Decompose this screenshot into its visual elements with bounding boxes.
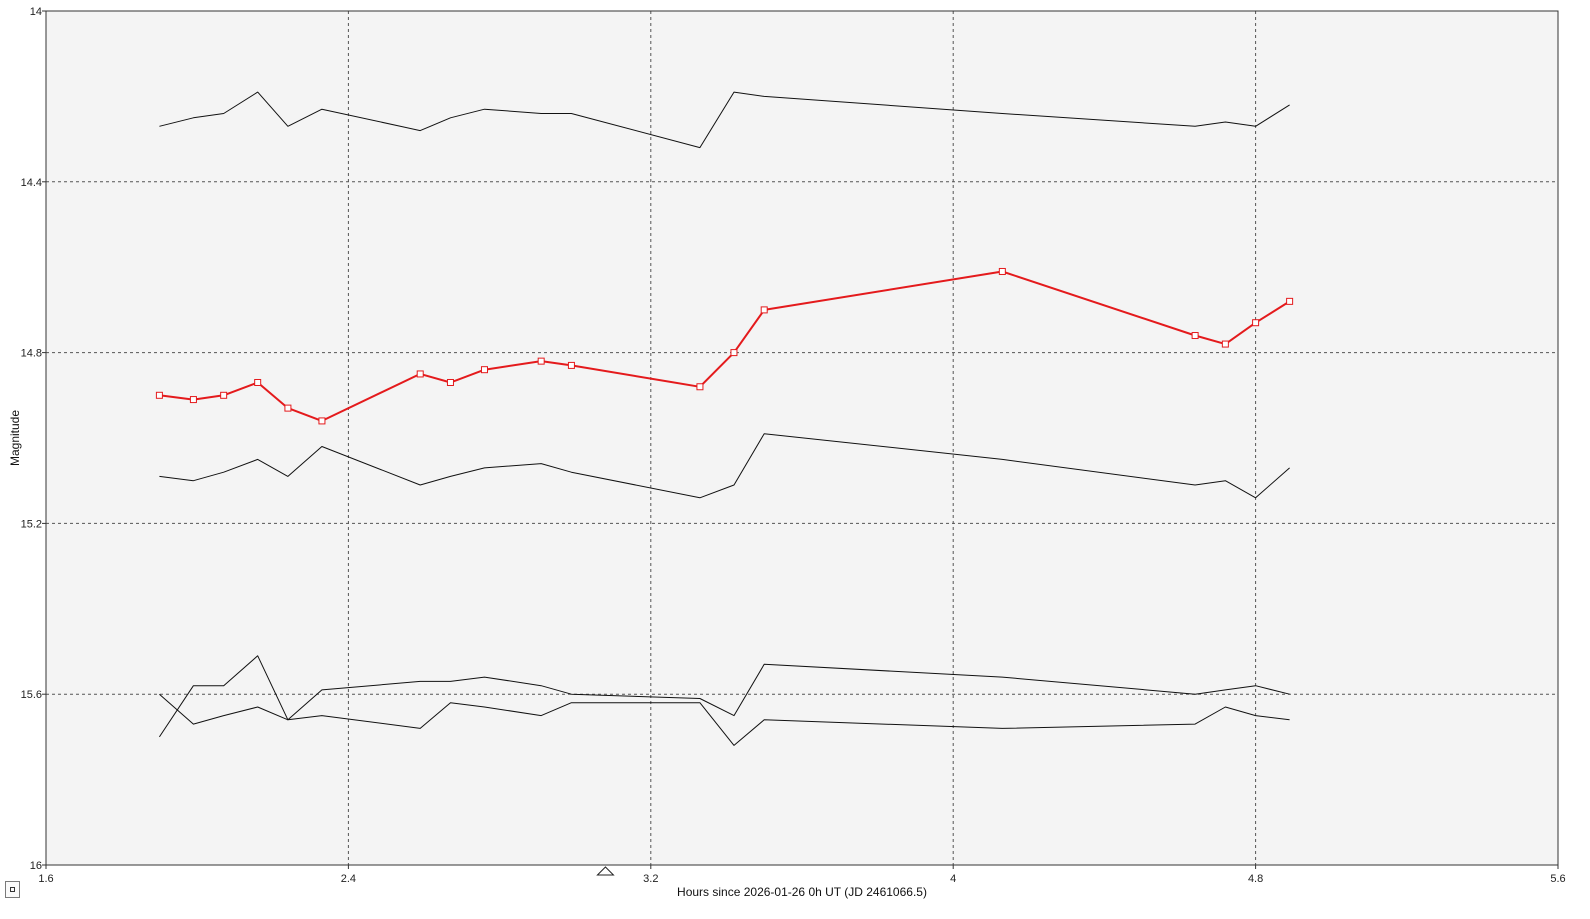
comparison-star-line-1 <box>159 91 1290 149</box>
target-data-point[interactable] <box>730 349 738 357</box>
target-data-point[interactable] <box>1286 297 1294 305</box>
comparison-star-line-4 <box>159 693 1290 746</box>
x-tick-label: 5.6 <box>1550 873 1565 885</box>
target-data-point[interactable] <box>998 267 1006 275</box>
target-data-point[interactable] <box>254 378 262 386</box>
target-data-point[interactable] <box>696 383 704 391</box>
x-tick-label: 2.4 <box>341 873 356 885</box>
square-icon <box>10 887 15 892</box>
plot-frame <box>45 10 1559 866</box>
x-tick-label: 4 <box>950 873 956 885</box>
y-tick-label: 16 <box>30 860 42 872</box>
y-axis-label: Magnitude <box>8 410 22 466</box>
target-data-point[interactable] <box>1252 319 1260 327</box>
tick-labels: 1.6 2.4 3.2 4 4.8 5.6 14 14.4 14.8 15.2 15.6 16 <box>21 6 1566 885</box>
target-data-point[interactable] <box>155 391 163 399</box>
target-data-point[interactable] <box>480 366 488 374</box>
target-data-point[interactable] <box>446 378 454 386</box>
time-marker-triangle-icon[interactable] <box>596 866 615 876</box>
x-tick-label: 1.6 <box>38 873 53 885</box>
grid-lines <box>46 11 1558 865</box>
y-tick-label: 14.4 <box>21 177 42 189</box>
target-data-point[interactable] <box>189 396 197 404</box>
target-data-point[interactable] <box>567 361 575 369</box>
target-data-point[interactable] <box>284 404 292 412</box>
target-data-point[interactable] <box>220 391 228 399</box>
target-data-point[interactable] <box>1221 340 1229 348</box>
y-tick-label: 15.2 <box>21 518 42 530</box>
y-tick-label: 14.8 <box>21 348 42 360</box>
corner-toggle-button[interactable] <box>5 881 20 898</box>
comparison-star-line-3 <box>158 655 1290 738</box>
x-tick-label: 3.2 <box>643 873 658 885</box>
target-data-point[interactable] <box>537 357 545 365</box>
y-tick-label: 15.6 <box>21 689 42 701</box>
x-tick-label: 4.8 <box>1248 873 1263 885</box>
target-data-point[interactable] <box>1191 332 1199 340</box>
series-layer <box>155 91 1294 746</box>
x-axis-label: Hours since 2026-01-26 0h UT (JD 2461066… <box>677 885 927 899</box>
comparison-star-line-2 <box>159 433 1290 499</box>
y-tick-label: 14 <box>30 6 42 18</box>
target-data-point[interactable] <box>416 370 424 378</box>
target-data-point[interactable] <box>760 306 768 314</box>
target-data-point[interactable] <box>318 417 326 425</box>
